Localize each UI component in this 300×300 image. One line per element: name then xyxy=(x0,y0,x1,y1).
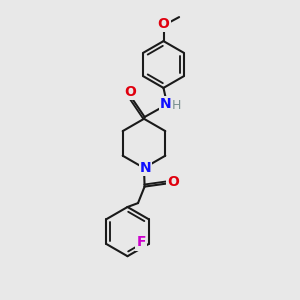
Text: O: O xyxy=(158,17,169,31)
Text: N: N xyxy=(160,98,171,111)
Text: H: H xyxy=(172,99,182,112)
Text: F: F xyxy=(136,236,146,249)
Text: O: O xyxy=(167,176,179,189)
Text: O: O xyxy=(124,85,136,99)
Text: N: N xyxy=(140,161,151,175)
